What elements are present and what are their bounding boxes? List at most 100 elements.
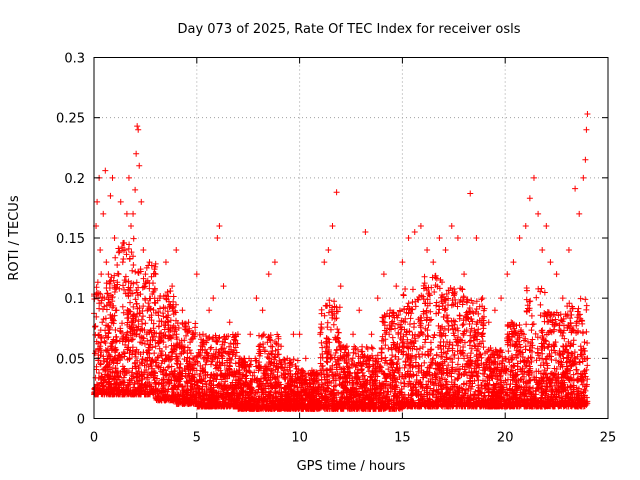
data-point [163,314,170,321]
data-point [137,291,144,298]
data-point [156,345,163,352]
data-point [165,293,172,300]
data-point [103,280,110,287]
data-point [144,307,151,314]
data-point [121,350,128,357]
data-point [102,327,109,334]
data-point [139,356,146,363]
data-point [152,263,159,270]
data-point [155,309,162,316]
data-point [95,332,102,339]
data-point [135,270,142,277]
data-point [160,389,167,396]
data-point [290,356,297,363]
data-point [162,392,169,399]
data-point [135,269,142,276]
data-point [126,390,133,397]
data-point [100,382,107,389]
data-point [133,346,140,353]
data-point [155,353,162,360]
data-point [259,332,266,339]
data-point [104,290,111,297]
data-point [176,369,183,376]
data-point [130,280,137,287]
data-point [318,306,325,313]
data-point [146,314,153,321]
data-point [112,327,119,334]
data-point [172,307,179,314]
data-point [128,336,135,343]
data-point [156,305,163,312]
data-point [113,337,120,344]
data-point [164,318,171,325]
data-point [146,341,153,348]
data-point [137,339,144,346]
data-point [140,303,147,310]
data-point [158,360,165,367]
data-point [137,327,144,334]
data-point [444,318,451,325]
data-point [160,366,167,373]
data-point [323,302,330,309]
data-point [105,299,112,306]
data-point [153,387,160,394]
data-point [133,300,140,307]
data-point [155,363,162,370]
data-point [107,311,114,318]
data-point [126,377,133,384]
data-point [134,292,141,299]
data-point [104,356,111,363]
data-point [112,381,119,388]
data-point [127,299,134,306]
data-point [349,355,356,362]
data-point [118,386,125,393]
data-point [327,326,334,333]
grid [94,57,608,419]
data-point [113,347,120,354]
data-point [150,320,157,327]
data-point [188,386,195,393]
data-point [409,286,416,293]
data-point [176,365,183,372]
data-point [112,254,119,261]
data-point [140,335,147,342]
data-point [144,337,151,344]
data-point [155,392,162,399]
data-point [108,274,115,281]
data-point [409,299,416,306]
data-point [162,322,169,329]
data-point [100,377,107,384]
data-point [400,291,407,298]
data-point [132,363,139,370]
data-point [122,278,129,285]
data-point [180,386,187,393]
data-point [361,372,368,379]
data-point [369,345,376,352]
data-point [100,366,107,373]
data-point [119,338,126,345]
data-point [141,326,148,333]
data-point [318,339,325,346]
data-point [142,283,149,290]
data-point [103,358,110,365]
data-point [167,301,174,308]
data-point [123,251,130,258]
data-point [96,370,103,377]
data-point [175,382,182,389]
data-point [412,303,419,310]
data-point [101,365,108,372]
data-point [129,313,136,320]
data-point [164,364,171,371]
data-point [166,335,173,342]
data-point [167,287,174,294]
data-point [142,356,149,363]
data-point [155,334,162,341]
data-point [421,359,428,366]
data-point [129,319,136,326]
data-point [120,309,127,316]
data-point [122,273,129,280]
data-point [168,349,175,356]
data-point [138,316,145,323]
data-point [162,332,169,339]
